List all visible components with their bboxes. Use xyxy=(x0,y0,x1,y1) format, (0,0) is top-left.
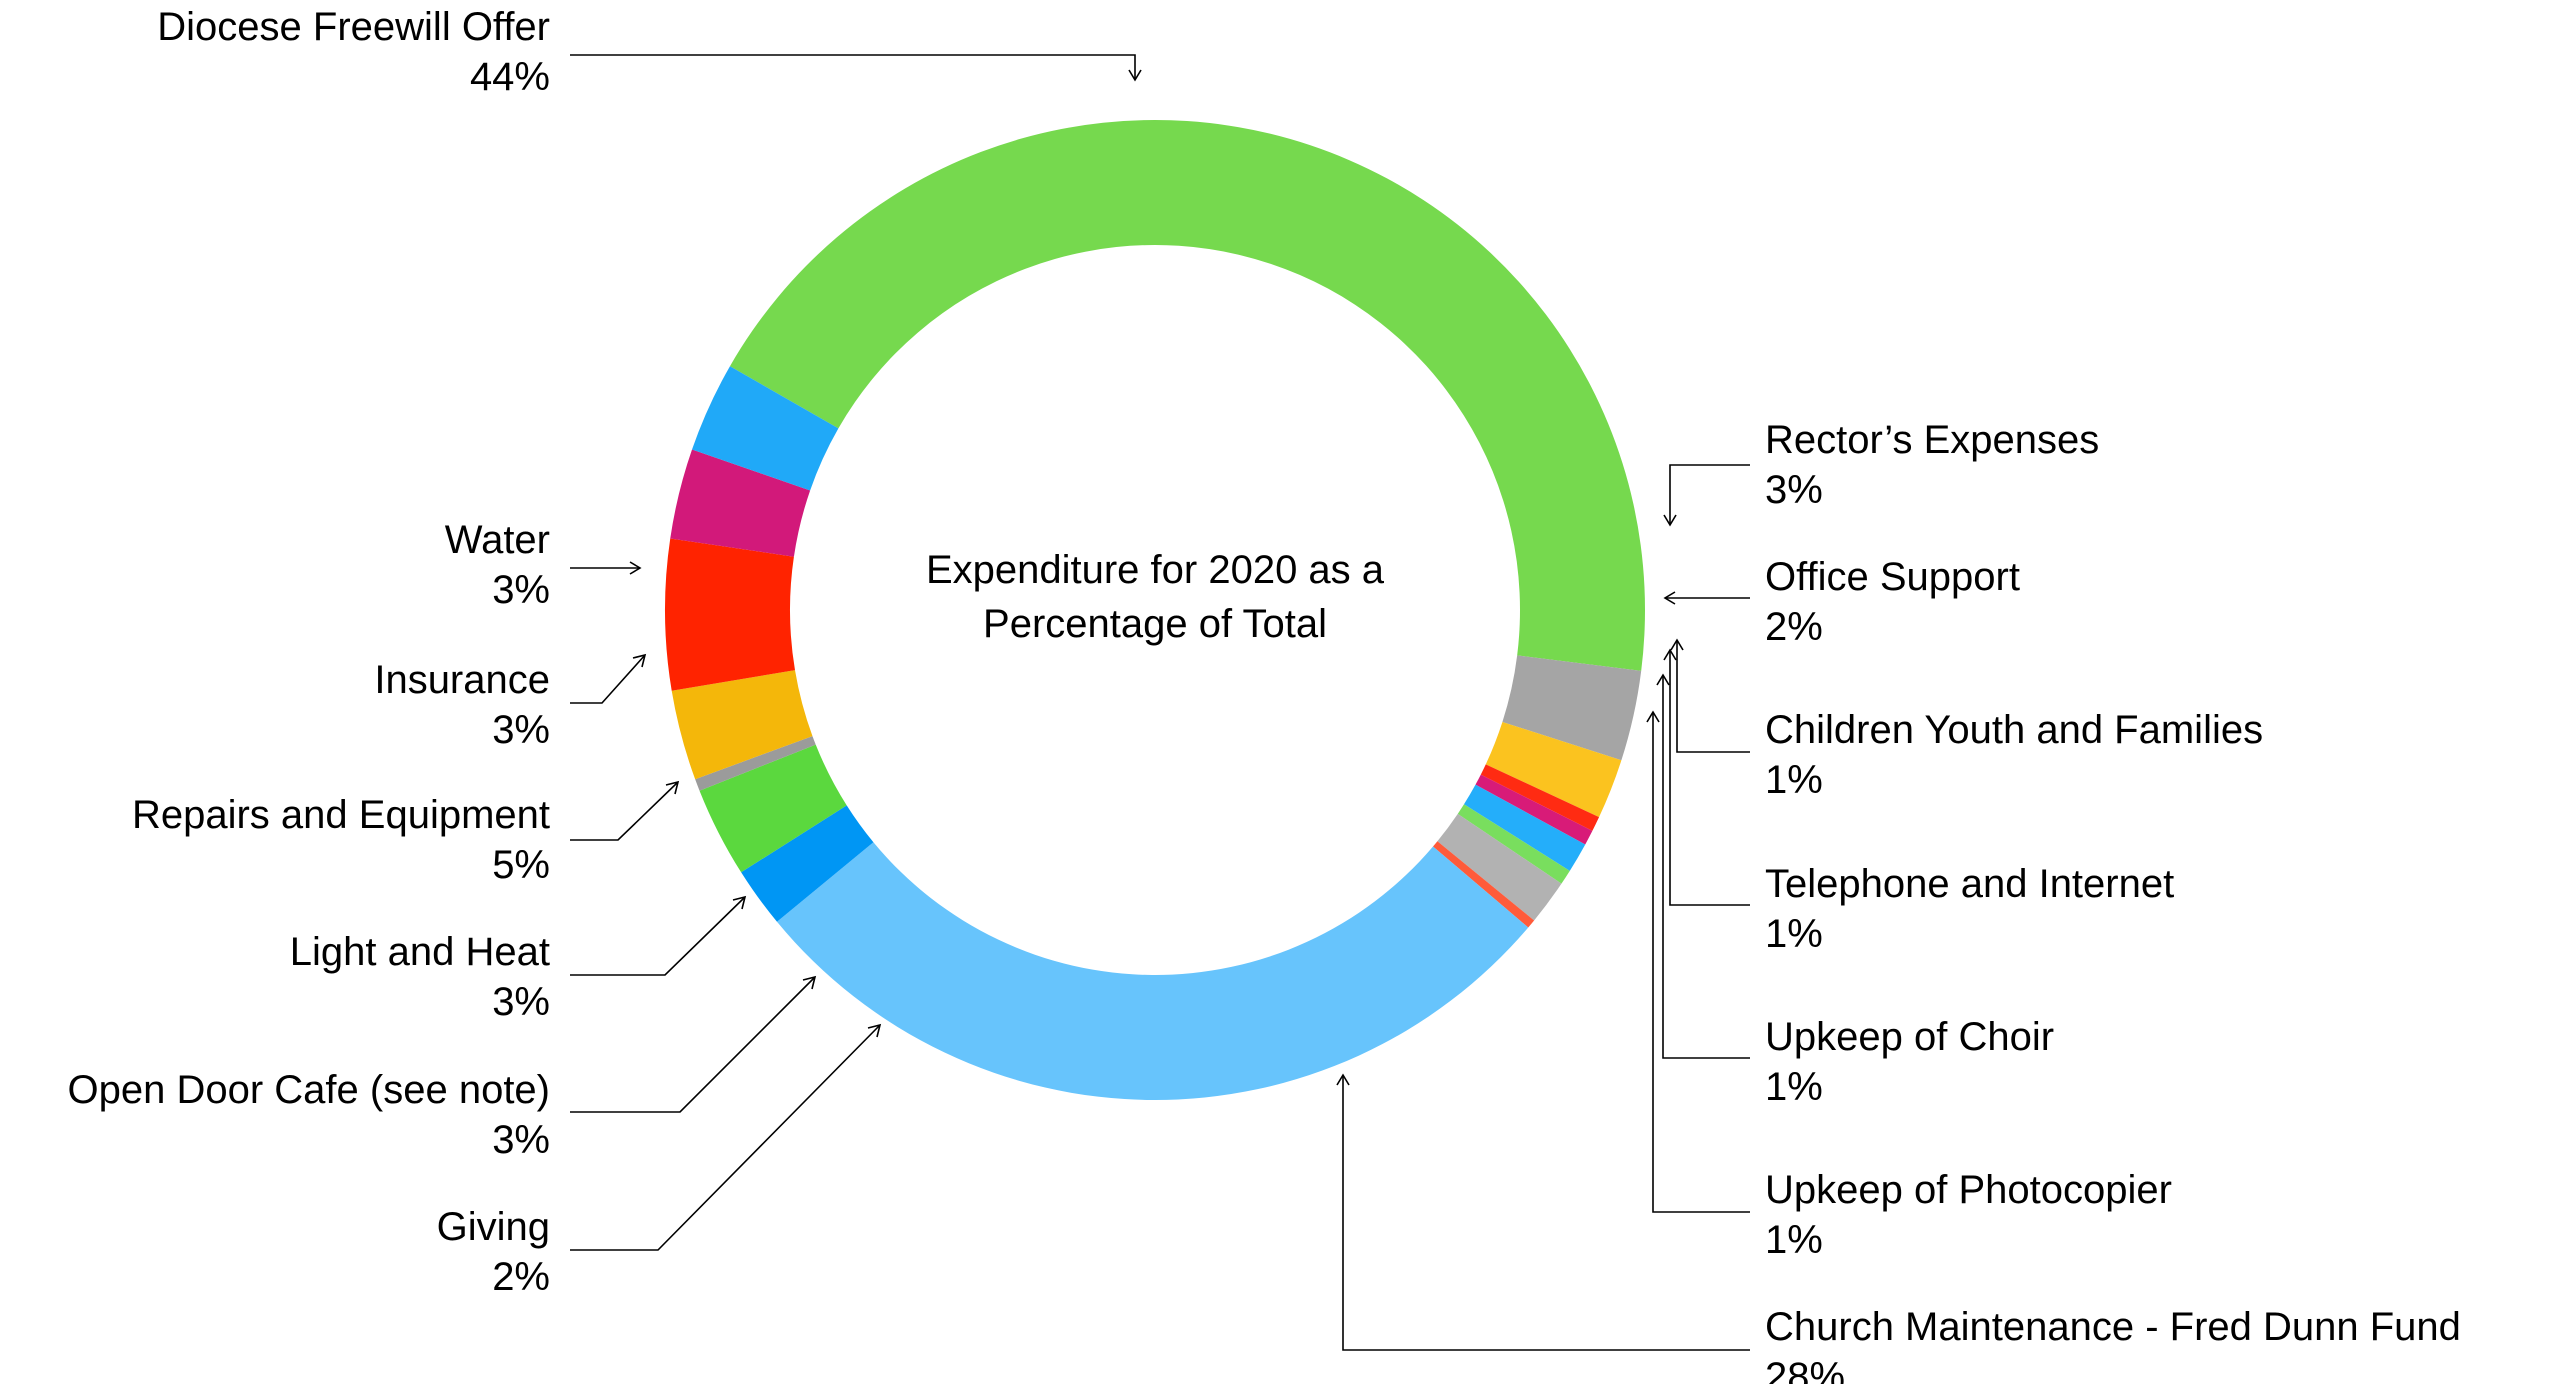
slice-church-maintenance-fred-dunn-fund xyxy=(776,842,1529,1100)
slice-labels: Diocese Freewill Offer 44% Rector’s Expens… xyxy=(68,5,2461,1384)
value-label-children-youth-and-families: 1% xyxy=(1765,758,1823,802)
chart-title-line-2: Percentage of Total xyxy=(983,602,1327,646)
slice-office-support xyxy=(1485,721,1622,818)
value-label-upkeep-of-photocopier: 1% xyxy=(1765,1218,1823,1262)
leader-line-diocese-freewill-offer xyxy=(570,54,1136,80)
leader-arrow-upkeep-of-photocopier xyxy=(1646,710,1660,723)
slice-children-youth-and-families xyxy=(1475,774,1593,845)
leader-line-light-and-heat xyxy=(570,896,746,976)
label-upkeep-of-choir: Upkeep of Choir xyxy=(1765,1015,2054,1059)
leader-line-church-maintenance-fred-dunn-fund xyxy=(1342,1075,1750,1351)
slice-diocese-freewill-offer xyxy=(729,120,1645,671)
label-light-and-heat: Light and Heat xyxy=(290,930,550,974)
leader-line-open-door-cafe-see-note xyxy=(570,976,816,1113)
donut-slices xyxy=(665,120,1645,1100)
leader-arrow-water xyxy=(629,561,642,575)
leader-line-children-youth-and-families xyxy=(1676,640,1750,753)
slice-insurance xyxy=(670,449,811,557)
slice-open-door-cafe-see-note xyxy=(699,744,847,873)
slice-rector-s-expenses xyxy=(1502,655,1642,761)
slice-light-and-heat xyxy=(671,670,813,780)
slice-unlabelled-8 xyxy=(1433,841,1535,928)
leader-arrow-upkeep-of-choir xyxy=(1656,673,1670,686)
leader-line-giving xyxy=(570,1024,881,1251)
leader-line-insurance xyxy=(570,654,646,704)
label-repairs-and-equipment: Repairs and Equipment xyxy=(132,793,550,837)
value-label-office-support: 2% xyxy=(1765,605,1823,649)
leader-arrow-repairs-and-equipment xyxy=(665,780,680,795)
label-office-support: Office Support xyxy=(1765,555,2020,599)
leader-line-telephone-and-internet xyxy=(1669,650,1750,906)
leader-line-upkeep-of-choir xyxy=(1662,675,1750,1059)
chart-title-line-1: Expenditure for 2020 as a xyxy=(926,548,1385,592)
slice-unlabelled-12 xyxy=(695,736,816,791)
value-label-water: 3% xyxy=(492,568,550,612)
slice-repairs-and-equipment xyxy=(665,538,795,691)
label-diocese-freewill-offer: Diocese Freewill Offer xyxy=(157,5,550,49)
slice-upkeep-of-choir xyxy=(1457,804,1570,884)
slice-telephone-and-internet xyxy=(1463,784,1586,871)
leader-arrow-open-door-cafe-see-note xyxy=(802,975,817,990)
leader-line-repairs-and-equipment xyxy=(570,781,679,841)
slice-giving xyxy=(741,805,874,922)
label-children-youth-and-families: Children Youth and Families xyxy=(1765,708,2263,752)
label-church-maintenance-fred-dunn-fund: Church Maintenance - Fred Dunn Fund xyxy=(1765,1305,2461,1349)
label-giving: Giving xyxy=(437,1205,550,1249)
value-label-upkeep-of-choir: 1% xyxy=(1765,1065,1823,1109)
label-water: Water xyxy=(445,518,550,562)
value-label-telephone-and-internet: 1% xyxy=(1765,912,1823,956)
value-label-diocese-freewill-offer: 44% xyxy=(470,55,550,99)
leader-arrow-insurance xyxy=(632,653,647,668)
leader-line-upkeep-of-photocopier xyxy=(1652,712,1750,1213)
slice-upkeep-of-photocopier xyxy=(1437,813,1562,921)
leader-arrow-children-youth-and-families xyxy=(1670,638,1684,651)
value-label-rector-s-expenses: 3% xyxy=(1765,468,1823,512)
leader-arrow-office-support xyxy=(1663,591,1676,605)
leader-arrow-light-and-heat xyxy=(732,895,747,910)
leader-line-rector-s-expenses xyxy=(1669,464,1750,525)
leader-lines xyxy=(570,54,1750,1351)
value-label-repairs-and-equipment: 5% xyxy=(492,843,550,887)
leader-arrow-rector-s-expenses xyxy=(1663,514,1677,527)
leader-arrow-diocese-freewill-offer xyxy=(1128,69,1142,82)
leader-arrow-giving xyxy=(867,1023,882,1038)
slice-unlabelled-3 xyxy=(1480,764,1600,831)
label-telephone-and-internet: Telephone and Internet xyxy=(1765,862,2174,906)
value-label-insurance: 3% xyxy=(492,708,550,752)
value-label-giving: 2% xyxy=(492,1255,550,1299)
value-label-open-door-cafe-see-note: 3% xyxy=(492,1118,550,1162)
leader-arrow-telephone-and-internet xyxy=(1663,648,1677,661)
label-insurance: Insurance xyxy=(374,658,550,702)
value-label-light-and-heat: 3% xyxy=(492,980,550,1024)
slice-water xyxy=(692,366,839,491)
label-open-door-cafe-see-note: Open Door Cafe (see note) xyxy=(68,1068,550,1112)
label-rector-s-expenses: Rector’s Expenses xyxy=(1765,418,2099,462)
value-label-church-maintenance-fred-dunn-fund: 28% xyxy=(1765,1355,1845,1384)
label-upkeep-of-photocopier: Upkeep of Photocopier xyxy=(1765,1168,2172,1212)
leader-arrow-church-maintenance-fred-dunn-fund xyxy=(1336,1073,1350,1086)
